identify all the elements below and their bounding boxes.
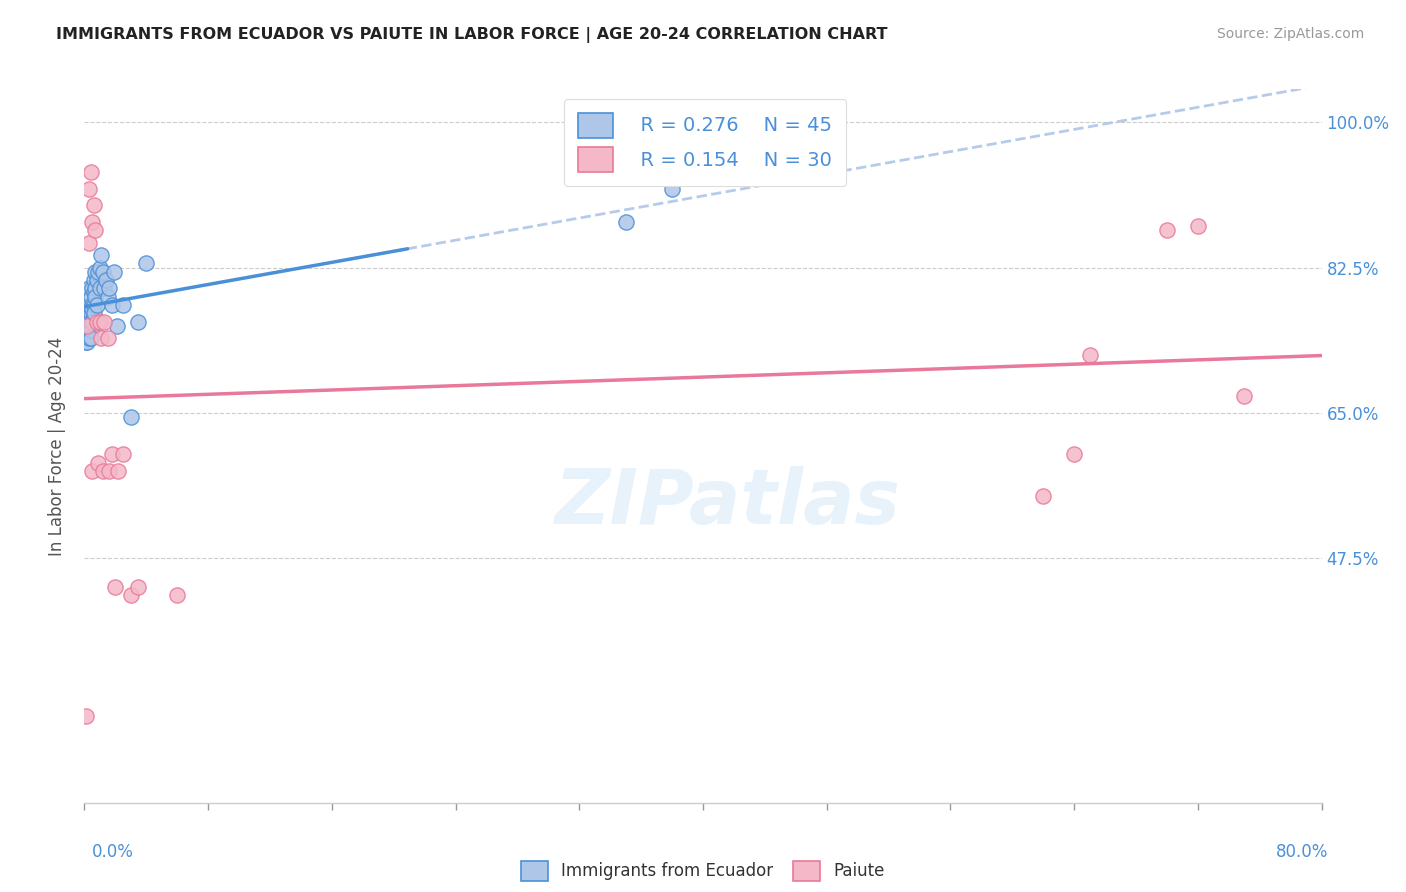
Y-axis label: In Labor Force | Age 20-24: In Labor Force | Age 20-24	[48, 336, 66, 556]
Text: 0.0%: 0.0%	[91, 843, 134, 861]
Text: IMMIGRANTS FROM ECUADOR VS PAIUTE IN LABOR FORCE | AGE 20-24 CORRELATION CHART: IMMIGRANTS FROM ECUADOR VS PAIUTE IN LAB…	[56, 27, 887, 43]
Point	[87, 456, 110, 470]
Point	[76, 302, 98, 317]
Point	[77, 235, 100, 250]
Point	[1078, 348, 1101, 362]
Point	[120, 409, 142, 424]
Point	[1063, 447, 1085, 461]
Point	[93, 314, 115, 328]
Point	[83, 298, 105, 312]
Point	[86, 314, 108, 328]
Point	[86, 298, 108, 312]
Point	[83, 198, 105, 212]
Text: 80.0%: 80.0%	[1277, 843, 1329, 861]
Point	[1233, 389, 1256, 403]
Point	[91, 265, 114, 279]
Point	[86, 273, 108, 287]
Point	[1187, 219, 1209, 233]
Point	[103, 265, 125, 279]
Point	[76, 335, 98, 350]
Point	[75, 318, 97, 333]
Point	[76, 318, 98, 333]
Point	[128, 314, 150, 328]
Point	[82, 314, 104, 328]
Point	[84, 265, 107, 279]
Point	[94, 273, 117, 287]
Point	[90, 331, 112, 345]
Point	[112, 298, 135, 312]
Point	[89, 260, 111, 275]
Point	[661, 182, 683, 196]
Point	[83, 273, 105, 287]
Point	[1032, 489, 1054, 503]
Point	[166, 588, 188, 602]
Point	[79, 165, 101, 179]
Point	[77, 298, 100, 312]
Point	[77, 182, 100, 196]
Point	[83, 306, 105, 320]
Point	[79, 323, 101, 337]
Point	[1156, 223, 1178, 237]
Point	[98, 281, 121, 295]
Point	[84, 281, 107, 295]
Point	[82, 281, 104, 295]
Point	[77, 314, 100, 328]
Point	[77, 281, 100, 295]
Point	[87, 265, 110, 279]
Point	[135, 256, 157, 270]
Point	[82, 302, 104, 317]
Point	[614, 215, 637, 229]
Point	[75, 708, 97, 723]
Point	[79, 306, 101, 320]
Point	[84, 223, 107, 237]
Point	[90, 248, 112, 262]
Point	[83, 285, 105, 300]
Point	[128, 580, 150, 594]
Point	[89, 281, 111, 295]
Point	[79, 314, 101, 328]
Point	[93, 281, 115, 295]
Text: ZIPatlas: ZIPatlas	[555, 467, 901, 540]
Point	[120, 588, 142, 602]
Point	[97, 331, 120, 345]
Point	[77, 331, 100, 345]
Point	[82, 215, 104, 229]
Point	[105, 318, 128, 333]
Point	[82, 464, 104, 478]
Point	[98, 464, 121, 478]
Point	[82, 298, 104, 312]
Point	[76, 318, 98, 333]
Point	[107, 464, 129, 478]
Point	[75, 335, 97, 350]
Point	[79, 290, 101, 304]
Point	[101, 447, 124, 461]
Point	[104, 580, 127, 594]
Point	[101, 298, 124, 312]
Point	[112, 447, 135, 461]
Text: Source: ZipAtlas.com: Source: ZipAtlas.com	[1216, 27, 1364, 41]
Point	[89, 314, 111, 328]
Legend: Immigrants from Ecuador, Paiute: Immigrants from Ecuador, Paiute	[515, 855, 891, 888]
Point	[79, 331, 101, 345]
Point	[91, 464, 114, 478]
Point	[84, 290, 107, 304]
Point	[97, 290, 120, 304]
